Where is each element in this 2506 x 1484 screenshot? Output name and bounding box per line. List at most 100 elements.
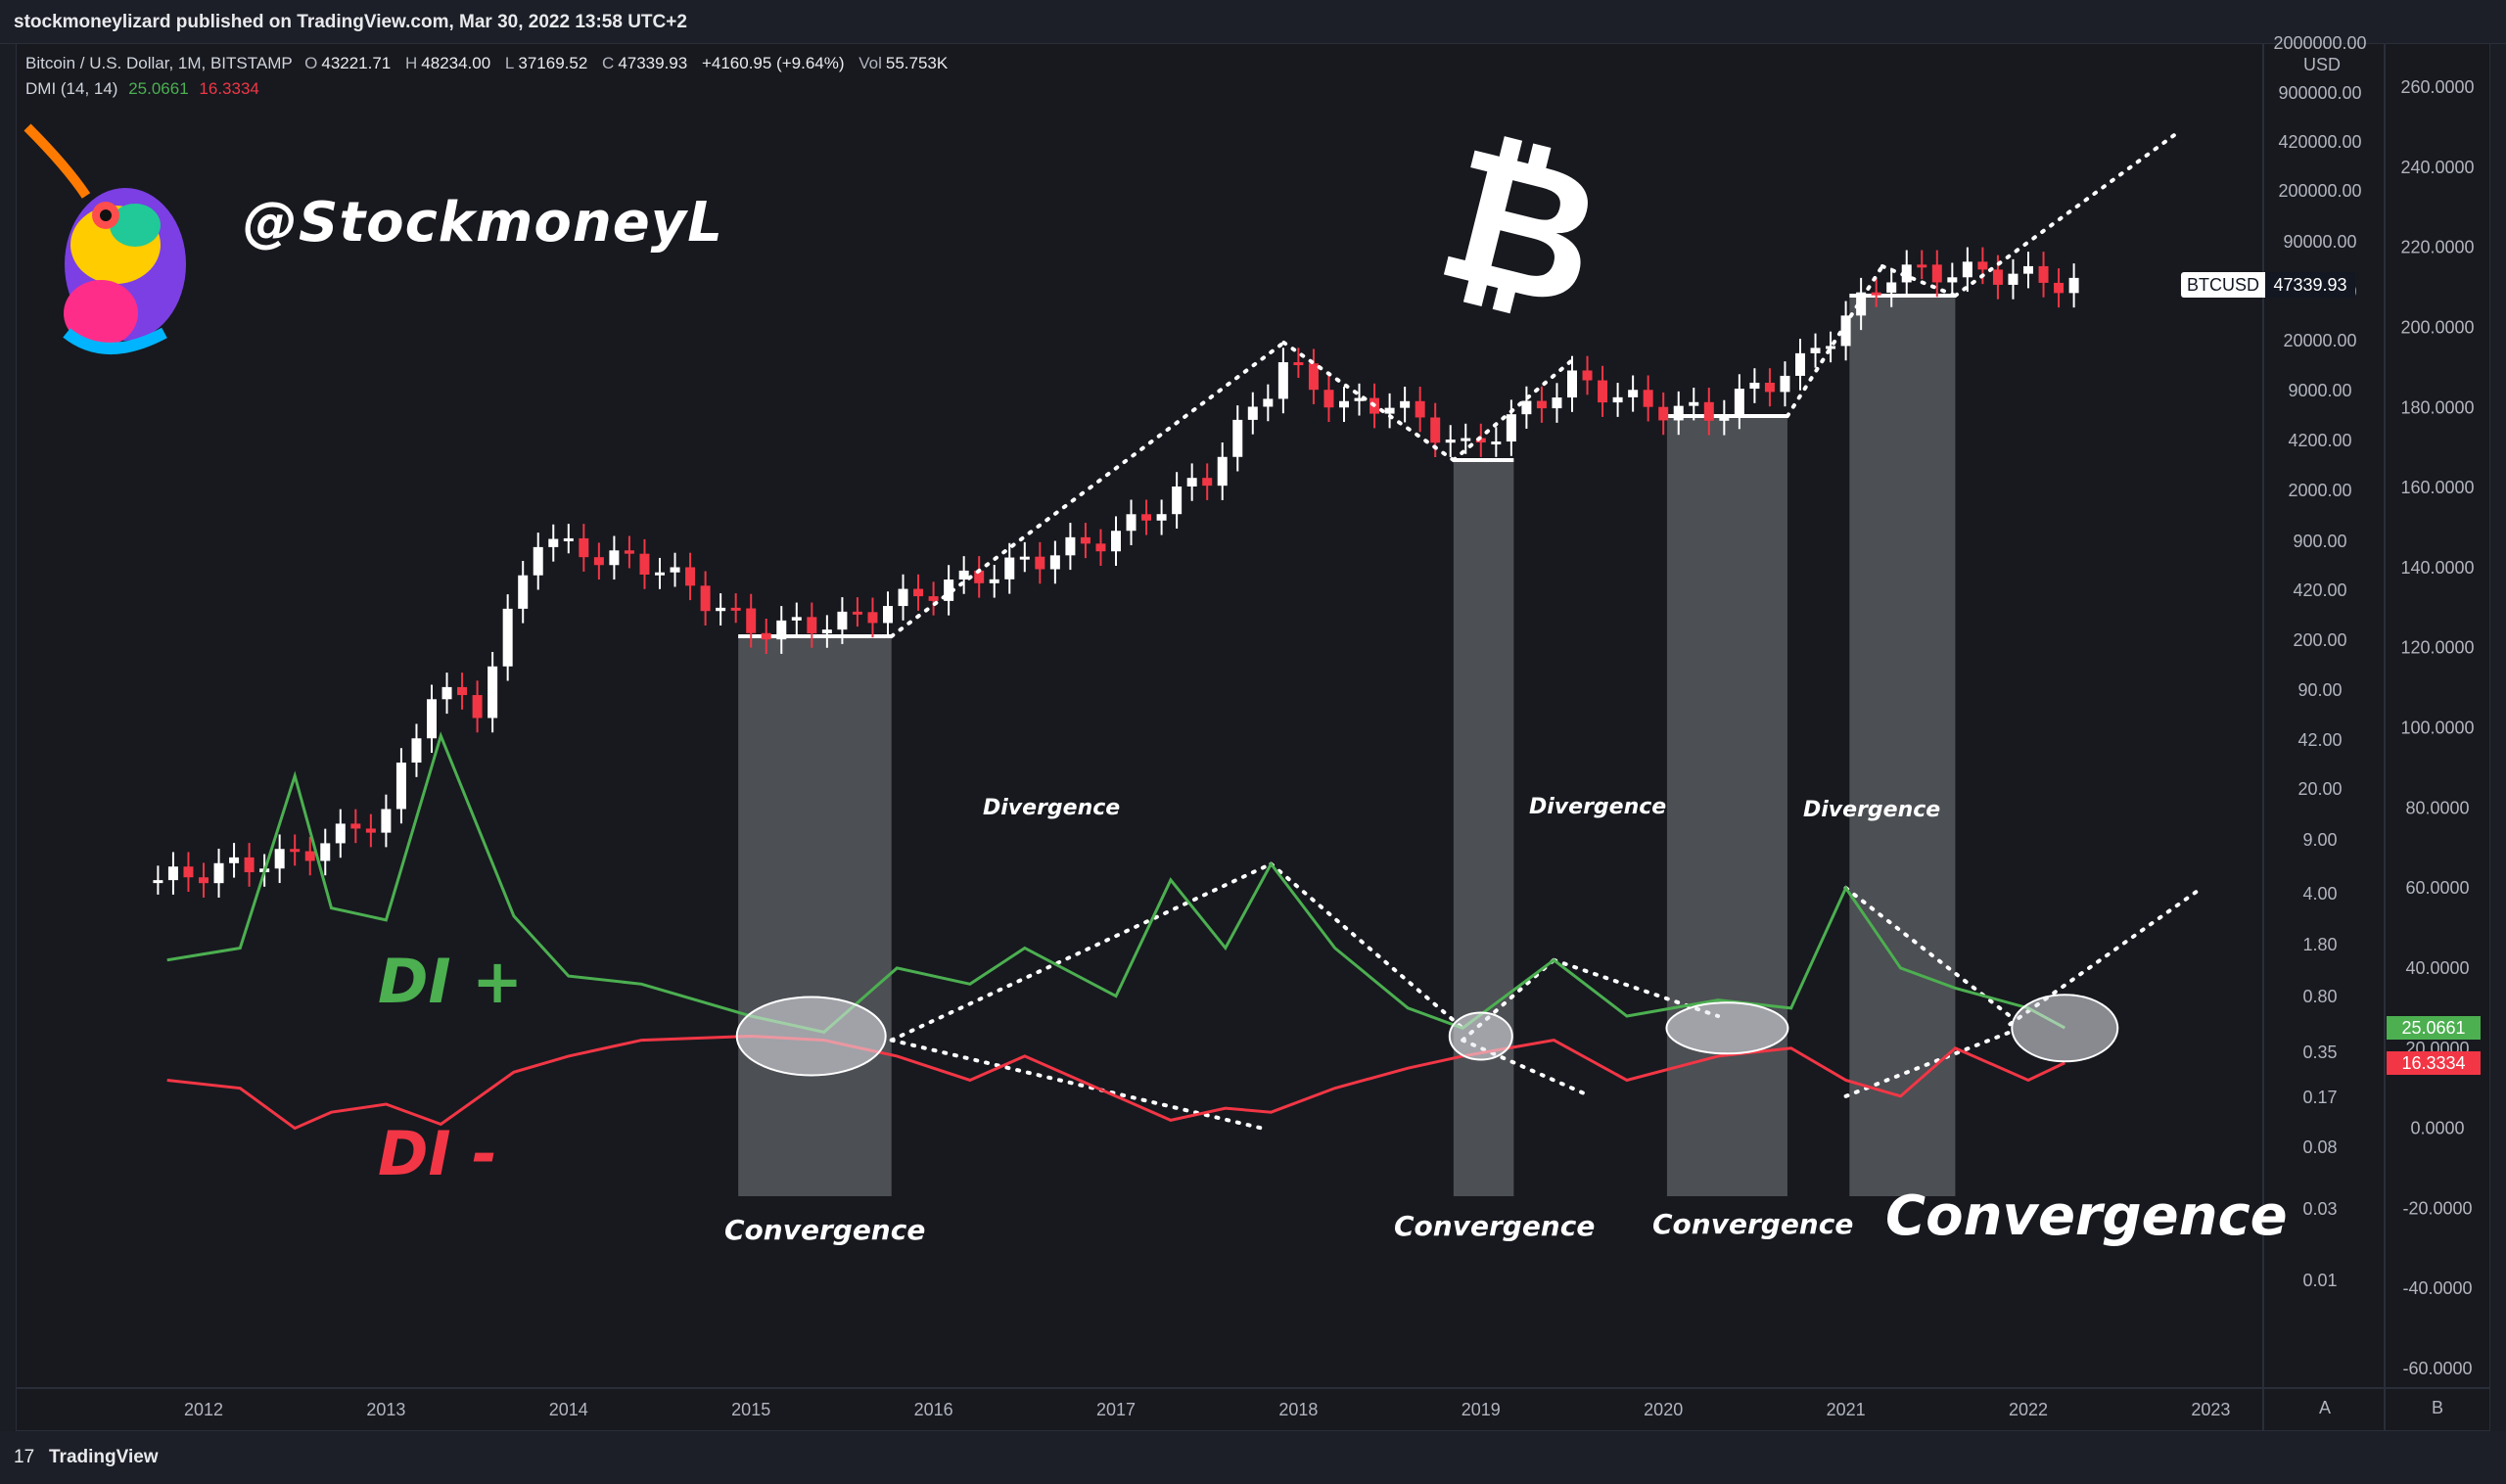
candle — [730, 607, 741, 611]
volume-value: 55.753K — [885, 54, 949, 72]
candle — [761, 632, 771, 640]
trend-dotted-line — [889, 1038, 1265, 1131]
x-tick-label: 2017 — [1096, 1400, 1136, 1419]
candle — [1065, 536, 1076, 556]
candle — [1308, 363, 1319, 391]
candle — [700, 585, 711, 612]
auto-scale-button[interactable]: A — [2319, 1398, 2331, 1417]
change-value: +4160.95 (+9.64%) — [701, 54, 845, 72]
price-tick-label: 900.00 — [2293, 532, 2346, 551]
x-tick-label: 2020 — [1644, 1400, 1683, 1419]
candle — [2068, 277, 2079, 294]
dmi-tick-label: -60.0000 — [2402, 1359, 2472, 1378]
close-key: C — [602, 54, 615, 72]
chameleon-logo-icon — [23, 123, 186, 354]
candle — [411, 738, 422, 764]
candle — [944, 580, 954, 601]
candle — [1004, 557, 1015, 580]
author-handle: @StockmoneyL — [243, 191, 723, 255]
di-plus-line — [166, 731, 2065, 1035]
price-tick-label: 200.00 — [2293, 630, 2346, 650]
low-key: L — [504, 54, 515, 72]
di-minus-label: DI - — [378, 1118, 497, 1189]
dmi-tick-label: 80.0000 — [2405, 798, 2469, 817]
price-tag-symbol: BTCUSD — [2187, 275, 2260, 295]
dmi-tick-label: -40.0000 — [2402, 1278, 2472, 1298]
candle — [1202, 478, 1213, 487]
candle — [1247, 406, 1258, 420]
candle — [685, 567, 696, 586]
candle — [1689, 401, 1699, 406]
candle — [1232, 419, 1243, 457]
candle — [867, 612, 878, 624]
candle — [1430, 417, 1441, 443]
candle — [441, 686, 452, 700]
candle — [1400, 400, 1411, 408]
dmi-tick-label: 180.0000 — [2400, 397, 2474, 417]
trend-dotted-line — [1843, 1030, 2013, 1098]
candle — [791, 617, 802, 621]
candle — [1095, 543, 1106, 552]
tradingview-brand[interactable]: TradingView — [49, 1447, 159, 1467]
di-minus-tag: 16.3334 — [2387, 1051, 2481, 1075]
candle — [290, 849, 301, 853]
dmi-tick-label: 0.0000 — [2410, 1119, 2464, 1138]
candle — [183, 866, 194, 878]
candle — [365, 828, 376, 833]
candle — [213, 862, 224, 884]
price-tick-label: 4200.00 — [2288, 431, 2351, 450]
x-tick-label: 2016 — [914, 1400, 953, 1419]
dmi-scale-button[interactable]: B — [2432, 1398, 2443, 1417]
candle — [655, 572, 665, 576]
candle — [609, 550, 620, 566]
convergence-label-4: Convergence — [1885, 1184, 2288, 1248]
candle — [624, 550, 634, 554]
symbol-name[interactable]: Bitcoin / U.S. Dollar, 1M, BITSTAMP — [25, 54, 293, 72]
x-tick-label: 2019 — [1462, 1400, 1501, 1419]
divergence-label-3: Divergence — [1803, 798, 1941, 822]
price-tag-value: 47339.93 — [2265, 272, 2355, 298]
price-tick-label: 0.35 — [2302, 1043, 2337, 1062]
candle — [1536, 400, 1547, 409]
candle — [639, 553, 650, 575]
price-tick-label: 20.00 — [2297, 779, 2342, 799]
candle — [821, 629, 832, 633]
candle — [1598, 380, 1608, 403]
x-tick-label: 2018 — [1278, 1400, 1318, 1419]
candle — [1172, 486, 1183, 515]
candle — [1293, 362, 1304, 366]
candle — [913, 588, 924, 597]
convergence-label-3: Convergence — [1652, 1208, 1854, 1240]
trend-dotted-line — [1880, 264, 1958, 298]
divergence-label-1: Divergence — [983, 796, 1121, 820]
open-key: O — [304, 54, 318, 72]
candle — [533, 546, 543, 576]
candle — [670, 567, 680, 573]
dmi-tick-label: 200.0000 — [2400, 317, 2474, 337]
candle — [1826, 346, 1836, 349]
candle — [883, 606, 893, 624]
candle — [1703, 401, 1714, 421]
candle — [928, 596, 939, 601]
convergence-ellipse — [1448, 1011, 1513, 1061]
chart-legend: Bitcoin / U.S. Dollar, 1M, BITSTAMP O 432… — [25, 51, 957, 102]
x-tick-label: 2013 — [366, 1400, 405, 1419]
trend-dotted-line — [2008, 886, 2204, 1027]
price-tick-label: 90.00 — [2297, 680, 2342, 700]
dmi-tick-label: 240.0000 — [2400, 158, 2474, 177]
candle — [1567, 370, 1577, 398]
candle — [716, 607, 726, 612]
candle — [320, 843, 331, 861]
candle — [244, 857, 255, 873]
candle — [518, 575, 529, 609]
candle — [381, 809, 392, 833]
dmi-indicator-label[interactable]: DMI (14, 14) — [25, 79, 118, 98]
close-value: 47339.93 — [618, 54, 688, 72]
candle — [1506, 414, 1516, 442]
candle — [167, 866, 178, 881]
candle — [1019, 556, 1030, 560]
candle — [1901, 264, 1912, 283]
candle — [1992, 269, 2003, 285]
price-tick-label: 42.00 — [2297, 730, 2342, 750]
